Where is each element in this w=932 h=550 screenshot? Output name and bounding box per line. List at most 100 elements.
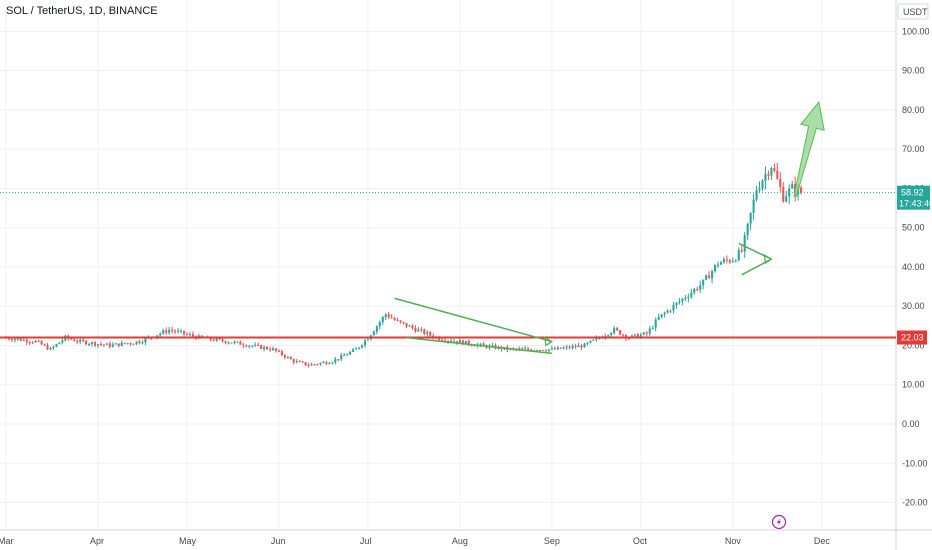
- candle-body: [156, 335, 159, 338]
- candle-body: [547, 349, 550, 351]
- candle-body: [449, 340, 453, 342]
- candle-body: [79, 339, 82, 342]
- candle-body: [212, 339, 215, 341]
- candle-body: [613, 327, 616, 334]
- candle-body: [408, 325, 411, 327]
- candle-body: [28, 342, 31, 344]
- candle-body: [93, 342, 97, 346]
- candle-body: [438, 337, 441, 340]
- candle-body: [396, 319, 399, 321]
- candle-body: [310, 364, 313, 366]
- candle-body: [159, 333, 162, 336]
- candle-body: [13, 339, 16, 341]
- candle-body: [610, 333, 613, 336]
- candle-body: [363, 340, 367, 346]
- candle-body: [245, 345, 248, 347]
- y-tick-label: -10.00: [902, 458, 928, 468]
- candle-body: [589, 340, 592, 343]
- candle-body: [473, 345, 476, 347]
- candle-body: [88, 343, 91, 345]
- candle-body: [574, 346, 577, 348]
- candle-body: [138, 341, 141, 344]
- candle-body: [236, 341, 239, 343]
- candle-body: [316, 364, 319, 366]
- candle-body: [675, 302, 678, 306]
- candle-body: [728, 260, 731, 263]
- candle-body: [642, 332, 645, 335]
- candle-body: [185, 333, 189, 335]
- candle-body: [420, 329, 423, 331]
- candle-body: [352, 349, 355, 352]
- candle-body: [482, 343, 485, 346]
- candle-body: [22, 339, 25, 341]
- candle-body: [215, 338, 218, 341]
- candle-body: [684, 298, 687, 300]
- x-tick-label: Aug: [452, 536, 468, 546]
- currency-label: USDT: [903, 7, 928, 17]
- candle-body: [135, 341, 138, 344]
- candle-body: [266, 347, 269, 350]
- candle-body: [690, 292, 693, 297]
- x-tick-label: Jun: [271, 536, 286, 546]
- candle-body: [322, 362, 325, 364]
- x-tick-label: Mar: [0, 536, 14, 546]
- candle-body: [286, 357, 289, 359]
- candle-body: [524, 348, 527, 350]
- candle-body: [627, 338, 631, 340]
- candle-body: [761, 180, 764, 189]
- candle-body: [76, 341, 79, 343]
- candle-body: [239, 341, 242, 345]
- candle-body: [165, 330, 168, 333]
- candle-body: [562, 347, 565, 349]
- candle-body: [123, 342, 126, 344]
- candle-body: [224, 341, 227, 343]
- candle-body: [49, 348, 52, 350]
- candle-body: [129, 343, 132, 345]
- currency-box[interactable]: [897, 3, 929, 20]
- candle-body: [636, 334, 639, 338]
- last-price-label: 58.92: [901, 188, 924, 198]
- candle-body: [800, 187, 803, 193]
- y-tick-label: -20.00: [902, 498, 928, 508]
- pennant-arrowhead: [763, 253, 773, 265]
- candle-body: [544, 350, 547, 352]
- candle-body: [693, 288, 696, 293]
- candle-body: [586, 342, 589, 344]
- candle-body: [96, 344, 100, 346]
- candle-body: [16, 338, 19, 340]
- candle-body: [360, 345, 364, 348]
- candle-body: [387, 314, 390, 318]
- candle-body: [740, 250, 743, 252]
- candle-body: [393, 318, 396, 320]
- candle-body: [31, 342, 34, 344]
- candle-body: [295, 361, 298, 363]
- candle-body: [271, 348, 275, 351]
- candle-body: [263, 347, 266, 349]
- projection-arrow[interactable]: [793, 100, 825, 198]
- candle-body: [349, 351, 352, 355]
- candle-body: [633, 334, 636, 336]
- falling-wedge-line[interactable]: [394, 297, 553, 343]
- candle-body: [174, 330, 177, 332]
- candle-body: [417, 329, 420, 332]
- candle-body: [280, 351, 283, 356]
- candle-body: [607, 335, 610, 337]
- candle-body: [467, 340, 470, 345]
- candle-body: [429, 332, 432, 336]
- candle-body: [491, 345, 494, 347]
- candle-body: [171, 329, 174, 331]
- candle-body: [19, 338, 22, 341]
- candle-body: [535, 350, 539, 352]
- y-tick-label: 30.00: [902, 301, 925, 311]
- falling-wedge-line[interactable]: [406, 336, 552, 355]
- candle-body: [343, 355, 346, 357]
- candle-body: [114, 343, 117, 345]
- candle-body: [616, 327, 619, 331]
- candle-body: [40, 341, 43, 345]
- candle-body: [221, 339, 224, 342]
- candle-body: [10, 339, 13, 341]
- candle-body: [227, 342, 230, 344]
- candle-body: [648, 328, 651, 334]
- candle-body: [622, 334, 625, 336]
